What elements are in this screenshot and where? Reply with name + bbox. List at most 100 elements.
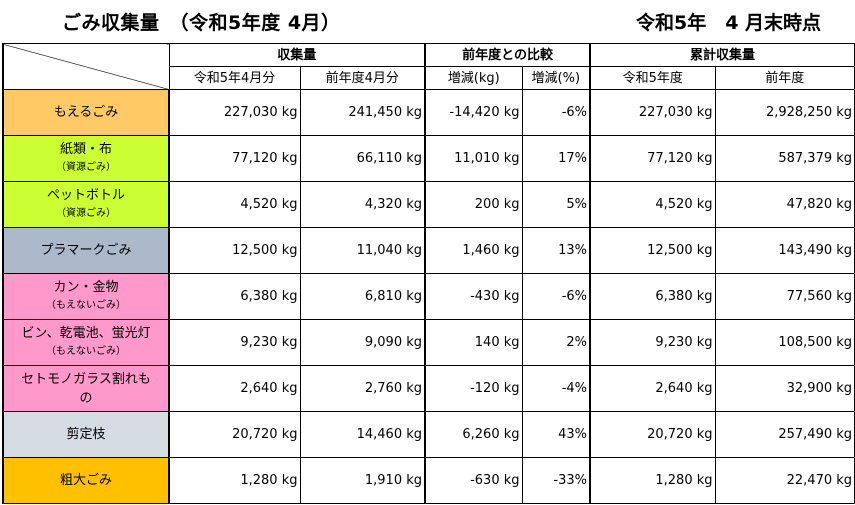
current-month-cell: 12,500 kg <box>168 227 301 274</box>
diff-pct-cell: 17% <box>521 135 592 182</box>
current-month-cell: 6,380 kg <box>168 273 301 320</box>
category-label: 剪定枝 <box>66 427 106 442</box>
table-body: もえるごみ 227,030 kg 241,450 kg -14,420 kg -6% 22… <box>2 89 855 504</box>
cum-prev-cell: 587,379 kg <box>714 135 855 182</box>
diff-kg-cell: -120 kg <box>424 365 523 412</box>
cum-current-cell: 20,720 kg <box>589 411 716 458</box>
diff-pct-cell: 5% <box>521 181 592 228</box>
category-label: 紙類・布 <box>59 142 112 157</box>
category-sublabel: （資源ごみ） <box>56 208 116 219</box>
table-row: カン・金物 （もえないごみ） 6,380 kg 6,810 kg -430 kg -6% 6… <box>2 273 855 320</box>
diff-kg-cell: 200 kg <box>424 181 523 228</box>
cum-prev-cell: 143,490 kg <box>714 227 855 274</box>
category-label: ペットボトル <box>46 188 125 203</box>
diff-kg-cell: 11,010 kg <box>424 135 523 182</box>
category-cell: ビン、乾電池、蛍光灯 （もえないごみ） <box>2 319 170 366</box>
prev-month-cell: 2,760 kg <box>299 365 427 412</box>
category-label: ビン、乾電池、蛍光灯 <box>21 326 151 341</box>
current-month-cell: 4,520 kg <box>168 181 301 228</box>
category-cell: 剪定枝 <box>2 411 170 458</box>
cum-prev-cell: 2,928,250 kg <box>714 89 855 136</box>
page-title: ごみ収集量 （令和5年度 4月） <box>62 12 341 34</box>
cum-prev-cell: 22,470 kg <box>714 457 855 504</box>
diff-pct-cell: 43% <box>521 411 592 458</box>
category-cell: ペットボトル （資源ごみ） <box>2 181 170 228</box>
category-cell: プラマークごみ <box>2 227 170 274</box>
prev-month-cell: 4,320 kg <box>299 181 427 228</box>
category-label: カン・金物 <box>53 280 119 295</box>
table-row: 剪定枝 20,720 kg 14,460 kg 6,260 kg 43% 20,720 k… <box>2 411 855 458</box>
prev-month-cell: 11,040 kg <box>299 227 427 274</box>
current-month-cell: 20,720 kg <box>168 411 301 458</box>
col-prev-month: 前年度4月分 <box>299 66 427 90</box>
cum-prev-cell: 257,490 kg <box>714 411 855 458</box>
diff-pct-cell: 2% <box>521 319 592 366</box>
prev-month-cell: 9,090 kg <box>299 319 427 366</box>
table-row: ペットボトル （資源ごみ） 4,520 kg 4,320 kg 200 kg 5% 4,52… <box>2 181 855 228</box>
current-month-cell: 77,120 kg <box>168 135 301 182</box>
prev-month-cell: 14,460 kg <box>299 411 427 458</box>
col-cum-current: 令和5年度 <box>589 66 716 90</box>
prev-month-cell: 241,450 kg <box>299 89 427 136</box>
collection-table: 収集量 前年度との比較 累計収集量 令和5年4月分 前年度4月分 増減(kg) … <box>2 43 855 504</box>
diff-pct-cell: -6% <box>521 89 592 136</box>
category-sublabel: （もえないごみ） <box>46 300 126 311</box>
category-label: プラマークごみ <box>40 243 132 258</box>
current-month-cell: 2,640 kg <box>168 365 301 412</box>
prev-month-cell: 66,110 kg <box>299 135 427 182</box>
current-month-cell: 9,230 kg <box>168 319 301 366</box>
current-month-cell: 1,280 kg <box>168 457 301 504</box>
current-month-cell: 227,030 kg <box>168 89 301 136</box>
cum-current-cell: 1,280 kg <box>589 457 716 504</box>
diff-pct-cell: 13% <box>521 227 592 274</box>
category-cell: 紙類・布 （資源ごみ） <box>2 135 170 182</box>
category-sublabel: （もえないごみ） <box>46 346 126 357</box>
table-row: ビン、乾電池、蛍光灯 （もえないごみ） 9,230 kg 9,090 kg 140 kg… <box>2 319 855 366</box>
prev-month-cell: 6,810 kg <box>299 273 427 320</box>
table-row: 粗大ごみ 1,280 kg 1,910 kg -630 kg -33% 1,280 kg 2… <box>2 457 855 504</box>
table-row: セトモノガラス割れもの 2,640 kg 2,760 kg -120 kg -4% 2,6… <box>2 365 855 412</box>
corner-cell <box>2 43 170 90</box>
category-cell: カン・金物 （もえないごみ） <box>2 273 170 320</box>
category-cell: もえるごみ <box>2 89 170 136</box>
cum-prev-cell: 47,820 kg <box>714 181 855 228</box>
diff-pct-cell: -6% <box>521 273 592 320</box>
cum-current-cell: 227,030 kg <box>589 89 716 136</box>
header-cumulative: 累計収集量 <box>589 43 855 67</box>
as-of-date: 令和5年 4 月末時点 <box>636 12 822 34</box>
diff-pct-cell: -33% <box>521 457 592 504</box>
diff-kg-cell: 6,260 kg <box>424 411 523 458</box>
cum-prev-cell: 108,500 kg <box>714 319 855 366</box>
col-current-month: 令和5年4月分 <box>168 66 301 90</box>
col-diff-kg: 増減(kg) <box>424 66 523 90</box>
cum-current-cell: 2,640 kg <box>589 365 716 412</box>
diff-kg-cell: -14,420 kg <box>424 89 523 136</box>
category-sublabel: の <box>79 390 93 406</box>
table-row: 紙類・布 （資源ごみ） 77,120 kg 66,110 kg 11,010 kg 17%… <box>2 135 855 182</box>
category-cell: 粗大ごみ <box>2 457 170 504</box>
cum-prev-cell: 77,560 kg <box>714 273 855 320</box>
table-row: プラマークごみ 12,500 kg 11,040 kg 1,460 kg 13% 12,5… <box>2 227 855 274</box>
category-sublabel: （資源ごみ） <box>56 162 116 173</box>
header-compare: 前年度との比較 <box>424 43 592 67</box>
cum-current-cell: 12,500 kg <box>589 227 716 274</box>
category-label: セトモノガラス割れも <box>21 371 151 387</box>
cum-current-cell: 9,230 kg <box>589 319 716 366</box>
category-label: もえるごみ <box>53 105 119 120</box>
cum-current-cell: 4,520 kg <box>589 181 716 228</box>
col-cum-prev: 前年度 <box>714 66 855 90</box>
col-diff-pct: 増減(%) <box>521 66 592 90</box>
cum-prev-cell: 32,900 kg <box>714 365 855 412</box>
diff-pct-cell: -4% <box>521 365 592 412</box>
cum-current-cell: 6,380 kg <box>589 273 716 320</box>
diff-kg-cell: 1,460 kg <box>424 227 523 274</box>
category-cell: セトモノガラス割れもの <box>2 365 170 412</box>
prev-month-cell: 1,910 kg <box>299 457 427 504</box>
header-collection: 収集量 <box>168 43 427 67</box>
diff-kg-cell: -630 kg <box>424 457 523 504</box>
table-row: もえるごみ 227,030 kg 241,450 kg -14,420 kg -6% 22… <box>2 89 855 136</box>
diff-kg-cell: 140 kg <box>424 319 523 366</box>
cum-current-cell: 77,120 kg <box>589 135 716 182</box>
category-label: 粗大ごみ <box>59 473 112 488</box>
diff-kg-cell: -430 kg <box>424 273 523 320</box>
